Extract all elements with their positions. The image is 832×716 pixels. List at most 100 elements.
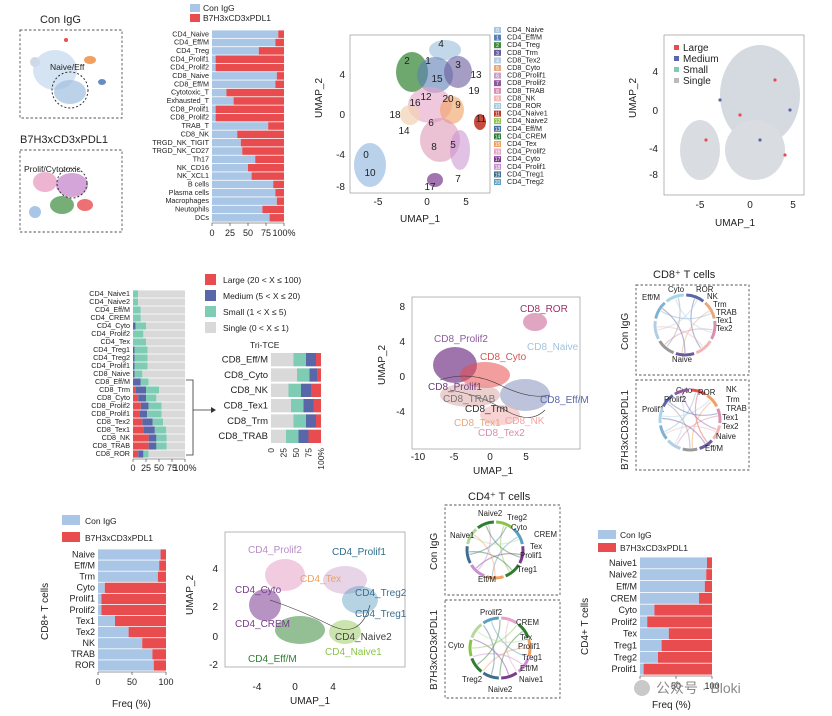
cluster-number: 8 (431, 142, 437, 153)
x-tick-label: 0 (424, 197, 430, 208)
y-tick-label: 2 (212, 602, 218, 613)
x-tick-label: 25 (141, 463, 151, 473)
x-tick-label: 75 (167, 463, 177, 473)
x-tick-label: 5 (523, 452, 529, 463)
chord-frame-con (444, 504, 561, 596)
cluster-number: 9 (455, 100, 461, 111)
legend-swatch (494, 103, 501, 109)
chord-arc (706, 394, 719, 408)
chord-link (674, 393, 685, 444)
bar-segment (643, 663, 712, 675)
category-label: CD4_Prolif1 (91, 361, 130, 370)
cluster-blob (64, 38, 68, 42)
category-label: CD8_Naive (93, 369, 130, 378)
umap-main-xlabel: UMAP_1 (400, 214, 440, 225)
cell-cloud (725, 120, 785, 180)
bar-segment (142, 418, 153, 426)
highlight-circle (51, 71, 89, 109)
chord-link (469, 526, 507, 556)
cluster-blob (420, 118, 460, 162)
bar-segment (212, 205, 263, 214)
bar-segment (212, 80, 276, 89)
cell-cloud (680, 120, 720, 180)
y-tick-label: -8 (649, 170, 658, 181)
bar-segment (640, 663, 644, 675)
bar-segment (133, 338, 146, 346)
bar-segment (275, 80, 284, 89)
bar-segment (166, 442, 185, 450)
chord-arc (517, 623, 530, 639)
category-label: CD4_Treg (176, 46, 209, 55)
legend-label: CD4_Naive (507, 25, 544, 34)
cluster-blob (30, 57, 40, 67)
chord-link (499, 631, 524, 677)
bar-segment (98, 638, 143, 649)
category-label: CD8_TRAB (218, 431, 268, 442)
chord-arc (517, 657, 530, 673)
legend-swatch (494, 118, 501, 125)
bar-segment (215, 63, 284, 72)
legend-number: 14 (495, 134, 501, 140)
bar-segment (237, 130, 284, 139)
bar-segment (640, 616, 648, 628)
bar-segment (140, 378, 149, 386)
panel-a-label-naive: Naive/Eff (50, 62, 85, 72)
legend-label: CD8_ROR (507, 101, 541, 110)
cluster-number: 15 (431, 74, 443, 85)
chord-label: Prolif1 (642, 405, 664, 414)
bar-segment (98, 549, 161, 560)
chord-label: NK (726, 385, 738, 394)
chord-label: TRAB (716, 308, 737, 317)
bar-segment (148, 442, 157, 450)
bar-segment (258, 47, 284, 55)
legend-swatch-con (62, 515, 80, 525)
legend-number: 12 (495, 119, 501, 125)
trajectory-label: CD8_NK (505, 416, 545, 427)
category-label: NK (82, 638, 95, 648)
tick-label: 75 (304, 448, 314, 458)
category-label: Tex2 (76, 627, 95, 637)
panel-a-title-tce: B7H3xCD3xPDL1 (20, 134, 108, 146)
bar-segment (215, 113, 284, 122)
legend-label: CD8_Trm (507, 48, 538, 57)
bar-segment (98, 660, 154, 671)
bar-segment (161, 402, 185, 410)
x-tick-label: 100% (173, 463, 196, 473)
legend-label: Small (683, 65, 708, 76)
bar-segment (138, 290, 185, 298)
chord-link (476, 631, 527, 643)
chord-link (666, 297, 681, 347)
bar-segment (212, 147, 243, 155)
chord-label: Tex2 (716, 324, 732, 333)
cluster-blob (417, 57, 453, 93)
bar-segment (166, 434, 185, 442)
legend-label: CD4_CREM (507, 131, 547, 140)
bar-segment (128, 627, 166, 638)
chord-link (674, 298, 713, 334)
trajectory-label: CD4_Tex (300, 574, 341, 585)
bar-segment (212, 38, 276, 47)
chart-celltype-frequency: Con IgG B7H3xCD3xPDL1 CD4_NaiveCD4_Eff/M… (152, 3, 295, 238)
bar-segment (269, 214, 284, 222)
legend-label-single: Single (0 < X ≤ 1) (223, 323, 289, 333)
legend-swatch-con (190, 4, 200, 12)
trajectory-blob (480, 405, 520, 425)
traj-cd4-ylabel: UMAP_2 (185, 575, 196, 615)
chord-arc (691, 388, 706, 396)
bar-segment (301, 383, 311, 397)
chord-link (681, 392, 717, 430)
cluster-number: 4 (438, 39, 444, 50)
bar-segment (647, 616, 712, 628)
legend-label: Single (683, 76, 711, 87)
category-label: Tex (623, 629, 638, 639)
chart-tri-tce: Tri-TCE CD8_Eff/M CD8_Cyto CD8_NK CD8_Tex1 C… (218, 340, 326, 470)
trajectory-label: CD4_Cyto (235, 585, 282, 596)
bar-segment (98, 649, 153, 660)
category-label: Prolif2 (69, 605, 95, 615)
legend-label-con: Con IgG (203, 3, 235, 13)
bar-segment (140, 402, 149, 410)
bar-segment (273, 180, 284, 189)
umap-main-ylabel: UMAP_2 (314, 78, 325, 118)
bar-segment (271, 414, 294, 428)
x-axis-title: Freq (%) (112, 699, 151, 710)
